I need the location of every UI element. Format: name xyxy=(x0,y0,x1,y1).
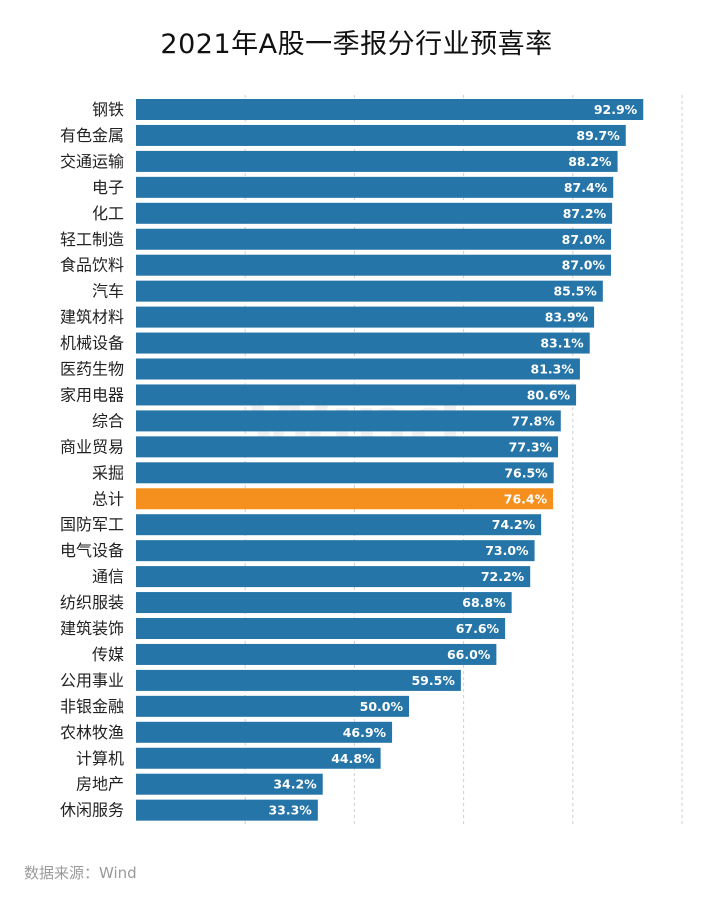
data-label: 88.2% xyxy=(568,154,612,169)
data-label: 87.4% xyxy=(564,180,608,195)
category-label: 国防军工 xyxy=(60,515,124,534)
bar xyxy=(136,669,461,691)
bar xyxy=(136,358,580,380)
bar xyxy=(136,124,626,146)
bar xyxy=(136,592,512,614)
bar xyxy=(136,618,506,639)
data-label: 59.5% xyxy=(411,673,455,688)
category-label: 钢铁 xyxy=(92,100,124,119)
chart-title: 2021年A股一季报分行业预喜率 xyxy=(160,29,553,60)
category-label: 有色金属 xyxy=(60,126,124,145)
category-label: 建筑材料 xyxy=(60,308,124,327)
data-label: 68.8% xyxy=(462,595,506,610)
bar xyxy=(136,99,644,120)
category-label: 纺织服装 xyxy=(60,593,124,612)
bar xyxy=(136,799,318,821)
category-label: 医药生物 xyxy=(60,360,124,379)
category-label: 采掘 xyxy=(92,463,124,482)
data-label: 77.3% xyxy=(509,439,553,454)
category-label: 总计 xyxy=(92,489,124,508)
category-label: 电气设备 xyxy=(60,541,124,560)
category-label: 交通运输 xyxy=(60,152,124,171)
category-label: 农林牧渔 xyxy=(60,723,124,742)
data-label: 83.9% xyxy=(545,310,589,325)
data-label: 33.3% xyxy=(268,803,312,818)
category-label: 非银金融 xyxy=(60,697,124,716)
bar xyxy=(136,643,497,665)
bar xyxy=(136,254,612,276)
bar xyxy=(136,332,590,354)
category-label: 房地产 xyxy=(76,775,124,794)
data-label: 87.0% xyxy=(562,232,606,247)
data-label: 67.6% xyxy=(456,621,500,636)
data-label: 87.0% xyxy=(562,258,606,273)
category-label: 通信 xyxy=(92,567,124,586)
bar xyxy=(136,384,577,406)
data-label: 73.0% xyxy=(485,543,529,558)
category-label: 休闲服务 xyxy=(60,801,124,820)
data-label: 66.0% xyxy=(447,647,491,662)
bar xyxy=(136,280,603,302)
category-label: 家用电器 xyxy=(60,385,124,404)
data-label: 80.6% xyxy=(527,387,571,402)
bar xyxy=(136,150,618,172)
category-label: 传媒 xyxy=(92,645,124,664)
bars: 92.9% 89.7% 88.2% 87.4% 87.2% 87.0% 87.0% 85.5%… xyxy=(136,99,644,821)
bar xyxy=(136,306,595,328)
data-label: 50.0% xyxy=(360,699,404,714)
source-note: 数据来源：Wind xyxy=(24,864,137,882)
bar xyxy=(136,488,554,510)
bar xyxy=(136,462,554,484)
bar xyxy=(136,514,542,536)
bar xyxy=(136,436,559,458)
category-labels: 钢铁有色金属交通运输电子化工轻工制造食品饮料汽车建筑材料机械设备医药生物家用电器… xyxy=(60,100,124,820)
data-label: 85.5% xyxy=(553,284,597,299)
bar xyxy=(136,410,561,432)
data-label: 83.1% xyxy=(540,336,584,351)
data-label: 72.2% xyxy=(481,569,525,584)
data-label: 76.4% xyxy=(504,491,548,506)
bar xyxy=(136,228,612,250)
category-label: 化工 xyxy=(92,204,124,223)
data-label: 44.8% xyxy=(331,751,375,766)
category-label: 汽车 xyxy=(92,282,124,301)
category-label: 电子 xyxy=(92,178,124,197)
category-label: 综合 xyxy=(92,411,124,430)
data-label: 76.5% xyxy=(504,465,548,480)
category-label: 机械设备 xyxy=(60,334,124,353)
category-label: 商业贸易 xyxy=(60,437,124,456)
category-label: 食品饮料 xyxy=(60,256,124,275)
data-label: 34.2% xyxy=(273,777,317,792)
category-label: 计算机 xyxy=(76,749,124,768)
bar xyxy=(136,540,535,562)
bar xyxy=(136,202,613,224)
bar xyxy=(136,695,409,717)
category-label: 轻工制造 xyxy=(60,230,124,249)
data-label: 77.8% xyxy=(511,413,555,428)
bar xyxy=(136,721,393,743)
bar xyxy=(136,747,381,769)
bar xyxy=(136,566,531,588)
category-label: 建筑装饰 xyxy=(60,619,124,638)
data-label: 87.2% xyxy=(563,206,607,221)
data-label: 92.9% xyxy=(594,102,638,117)
data-label: 89.7% xyxy=(576,128,620,143)
data-label: 46.9% xyxy=(343,725,387,740)
data-label: 74.2% xyxy=(492,517,536,532)
bar xyxy=(136,176,614,198)
category-label: 公用事业 xyxy=(60,671,124,690)
data-label: 81.3% xyxy=(531,362,575,377)
bar xyxy=(136,773,323,795)
